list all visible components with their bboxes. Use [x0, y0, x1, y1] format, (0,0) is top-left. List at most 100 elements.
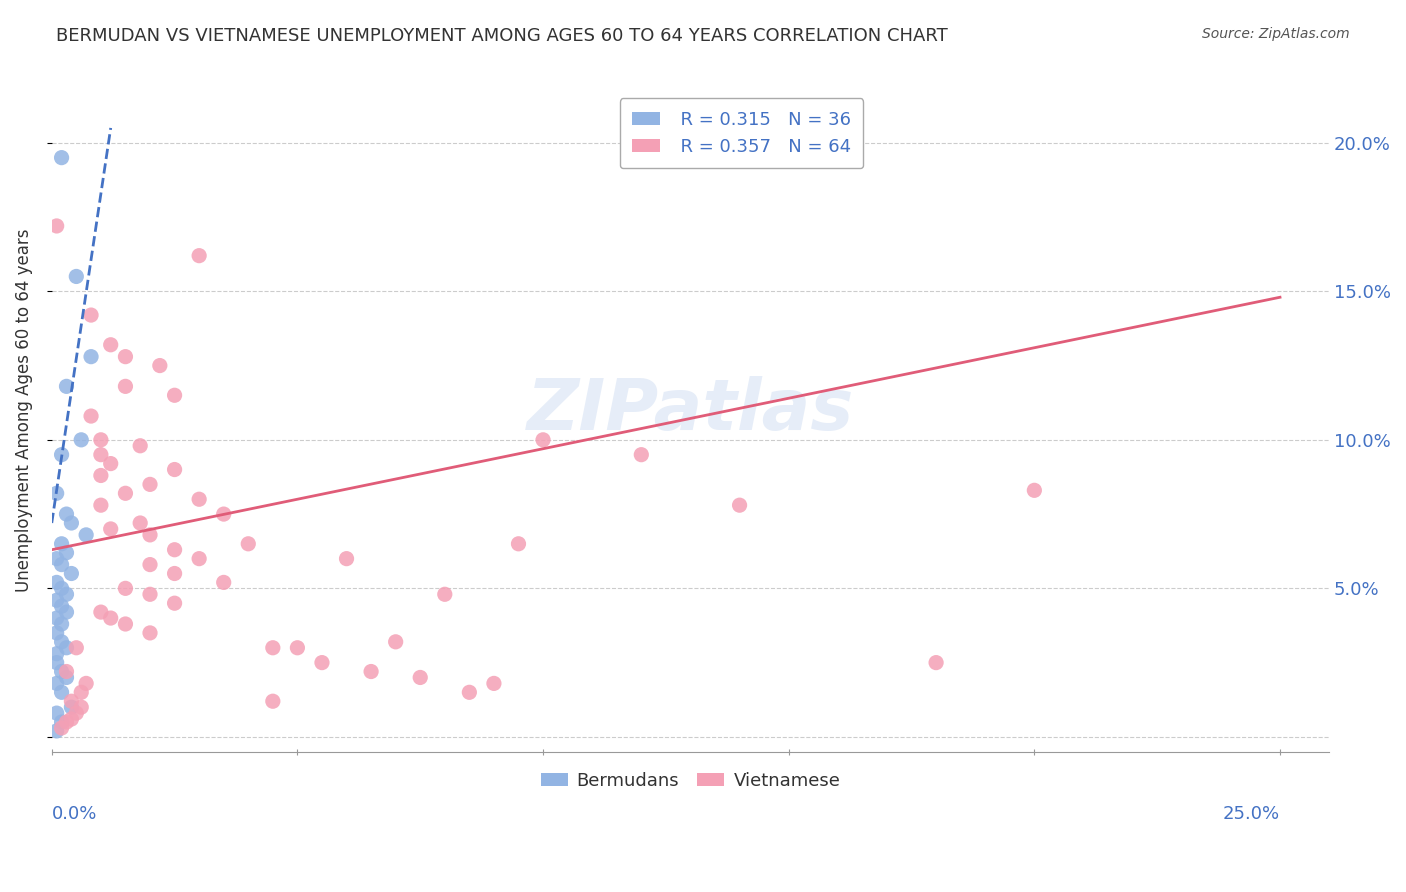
Point [51, 537, 73, 551]
Point [482, 676, 505, 690]
Point [238, 537, 260, 551]
Point [90, 498, 112, 512]
Point [45, 551, 67, 566]
Point [51, 558, 73, 572]
Point [458, 685, 481, 699]
Point [55, 665, 77, 679]
Point [925, 656, 948, 670]
Point [212, 575, 235, 590]
Point [70, 433, 93, 447]
Point [51, 599, 73, 614]
Point [188, 551, 211, 566]
Point [80, 409, 103, 423]
Point [45, 486, 67, 500]
Point [262, 640, 284, 655]
Point [55, 546, 77, 560]
Point [90, 433, 112, 447]
Point [70, 685, 93, 699]
Point [100, 611, 122, 625]
Point [90, 468, 112, 483]
Point [188, 492, 211, 507]
Point [51, 714, 73, 729]
Point [75, 528, 97, 542]
Legend:   R = 0.315   N = 36,   R = 0.357   N = 64: R = 0.315 N = 36, R = 0.357 N = 64 [620, 98, 863, 169]
Point [384, 635, 406, 649]
Point [45, 706, 67, 720]
Point [728, 498, 751, 512]
Point [65, 640, 87, 655]
Point [90, 605, 112, 619]
Point [45, 656, 67, 670]
Point [45, 219, 67, 233]
Point [531, 433, 554, 447]
Point [149, 359, 172, 373]
Point [163, 542, 186, 557]
Point [60, 700, 83, 714]
Point [55, 670, 77, 684]
Text: Source: ZipAtlas.com: Source: ZipAtlas.com [1202, 27, 1350, 41]
Point [1024, 483, 1046, 498]
Point [90, 448, 112, 462]
Point [80, 350, 103, 364]
Point [51, 721, 73, 735]
Point [360, 665, 382, 679]
Point [114, 582, 136, 596]
Point [508, 537, 530, 551]
Point [60, 712, 83, 726]
Point [114, 379, 136, 393]
Point [139, 558, 162, 572]
Point [287, 640, 309, 655]
Text: ZIPatlas: ZIPatlas [527, 376, 853, 444]
Text: BERMUDAN VS VIETNAMESE UNEMPLOYMENT AMONG AGES 60 TO 64 YEARS CORRELATION CHART: BERMUDAN VS VIETNAMESE UNEMPLOYMENT AMON… [56, 27, 948, 45]
Point [45, 575, 67, 590]
Point [630, 448, 652, 462]
Point [163, 462, 186, 476]
Point [65, 269, 87, 284]
Point [60, 516, 83, 530]
Point [114, 486, 136, 500]
Point [114, 617, 136, 632]
Point [80, 308, 103, 322]
Point [139, 626, 162, 640]
Point [100, 457, 122, 471]
Point [55, 507, 77, 521]
Point [55, 714, 77, 729]
Point [45, 676, 67, 690]
Point [188, 249, 211, 263]
Point [163, 596, 186, 610]
Point [51, 448, 73, 462]
Point [433, 587, 456, 601]
Point [409, 670, 432, 684]
Point [262, 694, 284, 708]
Point [139, 477, 162, 491]
Point [65, 706, 87, 720]
Point [51, 685, 73, 699]
Point [60, 694, 83, 708]
Point [45, 723, 67, 738]
Point [311, 656, 333, 670]
Point [75, 676, 97, 690]
Point [45, 647, 67, 661]
Point [114, 350, 136, 364]
Point [60, 566, 83, 581]
Point [70, 700, 93, 714]
Point [55, 379, 77, 393]
Point [45, 626, 67, 640]
Point [100, 338, 122, 352]
Point [163, 566, 186, 581]
Point [129, 516, 152, 530]
Point [51, 617, 73, 632]
Point [51, 635, 73, 649]
Point [335, 551, 357, 566]
Point [212, 507, 235, 521]
Point [129, 439, 152, 453]
Point [139, 587, 162, 601]
Point [51, 582, 73, 596]
Point [45, 611, 67, 625]
Text: 25.0%: 25.0% [1223, 805, 1279, 823]
Point [55, 605, 77, 619]
Point [45, 593, 67, 607]
Point [51, 151, 73, 165]
Point [55, 640, 77, 655]
Point [100, 522, 122, 536]
